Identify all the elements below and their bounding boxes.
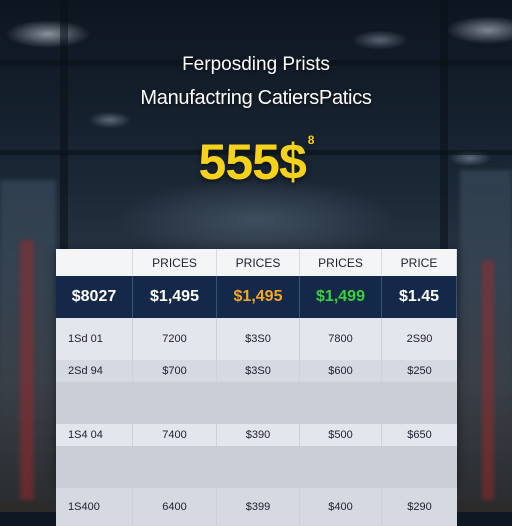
table-cell: 7200 [133, 318, 217, 360]
red-pillar [482, 260, 494, 500]
price-cell: $1.45 [382, 276, 457, 318]
page-title: Ferposding Prists [182, 54, 330, 75]
table-cell: 1S400 [56, 488, 133, 526]
table-cell: 1Sd 01 [56, 318, 133, 360]
header-cell: PRICES [300, 249, 382, 276]
shelf-rack-right [460, 170, 512, 500]
row-separator [56, 382, 133, 424]
header-cell: PRICES [217, 249, 300, 276]
row-separator [300, 382, 382, 424]
price-cell-highlight: $1,499 [300, 276, 382, 318]
row-separator [382, 446, 457, 488]
table-cell: $399 [217, 488, 300, 526]
price-cell: $1,495 [133, 276, 217, 318]
page-subtitle: Manufactring CatiersPatics [140, 87, 372, 109]
table-cell: $290 [382, 488, 457, 526]
table-cell: $400 [300, 488, 382, 526]
row-separator [133, 382, 217, 424]
shelf-rack-left [0, 180, 56, 500]
row-separator [217, 446, 300, 488]
ceiling-beam [0, 150, 512, 155]
table-cell: $250 [382, 360, 457, 382]
header-cell: PRICE [382, 249, 457, 276]
table-cell: 7400 [133, 424, 217, 446]
table-cell: 2Sd 94 [56, 360, 133, 382]
price-table: PRICES PRICES PRICES PRICE $8027 $1,495 … [56, 249, 457, 526]
row-separator [300, 446, 382, 488]
header-cell [56, 249, 133, 276]
header-cell: PRICES [133, 249, 217, 276]
table-cell: 6400 [133, 488, 217, 526]
headline-value: 555$ 8 [0, 133, 512, 191]
ceiling-beam [0, 60, 512, 66]
price-cell-highlight: $1,495 [217, 276, 300, 318]
table-cell: $3S0 [217, 360, 300, 382]
headline-value-text: 555$ [198, 134, 307, 190]
red-pillar [20, 240, 34, 500]
table-cell: $3S0 [217, 318, 300, 360]
table-cell: 1S4 04 [56, 424, 133, 446]
row-separator [382, 382, 457, 424]
table-cell: $390 [217, 424, 300, 446]
row-separator [56, 446, 133, 488]
table-cell: $600 [300, 360, 382, 382]
table-cell: $500 [300, 424, 382, 446]
table-cell: $700 [133, 360, 217, 382]
table-cell: $650 [382, 424, 457, 446]
headline-superscript: 8 [307, 133, 315, 147]
price-cell: $8027 [56, 276, 133, 318]
row-separator [133, 446, 217, 488]
table-cell: 7800 [300, 318, 382, 360]
row-separator [217, 382, 300, 424]
table-cell: 2S90 [382, 318, 457, 360]
